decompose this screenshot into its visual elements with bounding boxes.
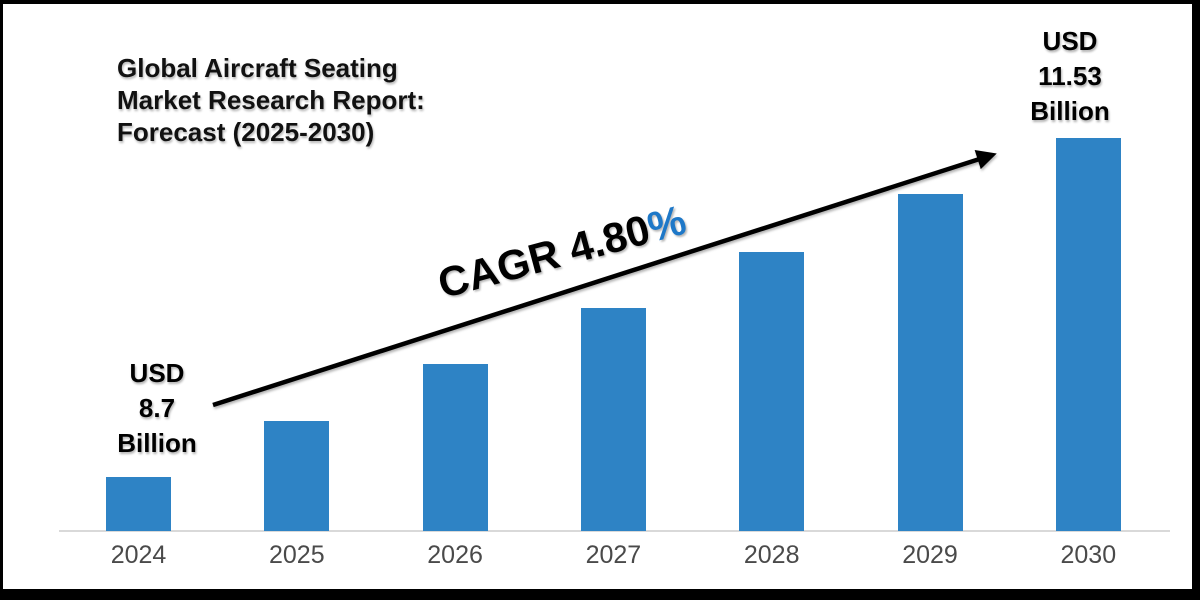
frame-right-border [1192, 0, 1200, 600]
chart-title: Global Aircraft Seating Market Research … [117, 53, 425, 147]
x-axis-line [59, 530, 1170, 532]
frame-left-border [0, 0, 3, 600]
first-bar-value-label: USD 8.7 Billion [117, 358, 197, 458]
frame-top-border [0, 0, 1200, 4]
x-tick-2026: 2026 [427, 541, 483, 569]
frame-bottom-border [0, 589, 1200, 600]
cagr-text: CAGR 4.80 [432, 205, 655, 308]
x-tick-2030: 2030 [1060, 541, 1117, 569]
x-tick-2024: 2024 [110, 541, 167, 569]
bar-2025 [264, 420, 330, 531]
bar-2028 [739, 251, 805, 531]
bar-2029 [897, 194, 963, 531]
cagr-annotation: CAGR 4.80% [411, 190, 713, 314]
x-tick-2029: 2029 [902, 541, 958, 569]
x-tick-2028: 2028 [743, 541, 800, 569]
bar-2027 [580, 308, 646, 531]
last-bar-value-label: USD 11.53 Billion [1030, 26, 1110, 126]
bar-2026 [422, 364, 488, 531]
x-tick-2027: 2027 [585, 541, 642, 569]
bar-2024 [106, 477, 171, 531]
bar-2030 [1055, 138, 1121, 531]
x-tick-2025: 2025 [268, 541, 325, 569]
